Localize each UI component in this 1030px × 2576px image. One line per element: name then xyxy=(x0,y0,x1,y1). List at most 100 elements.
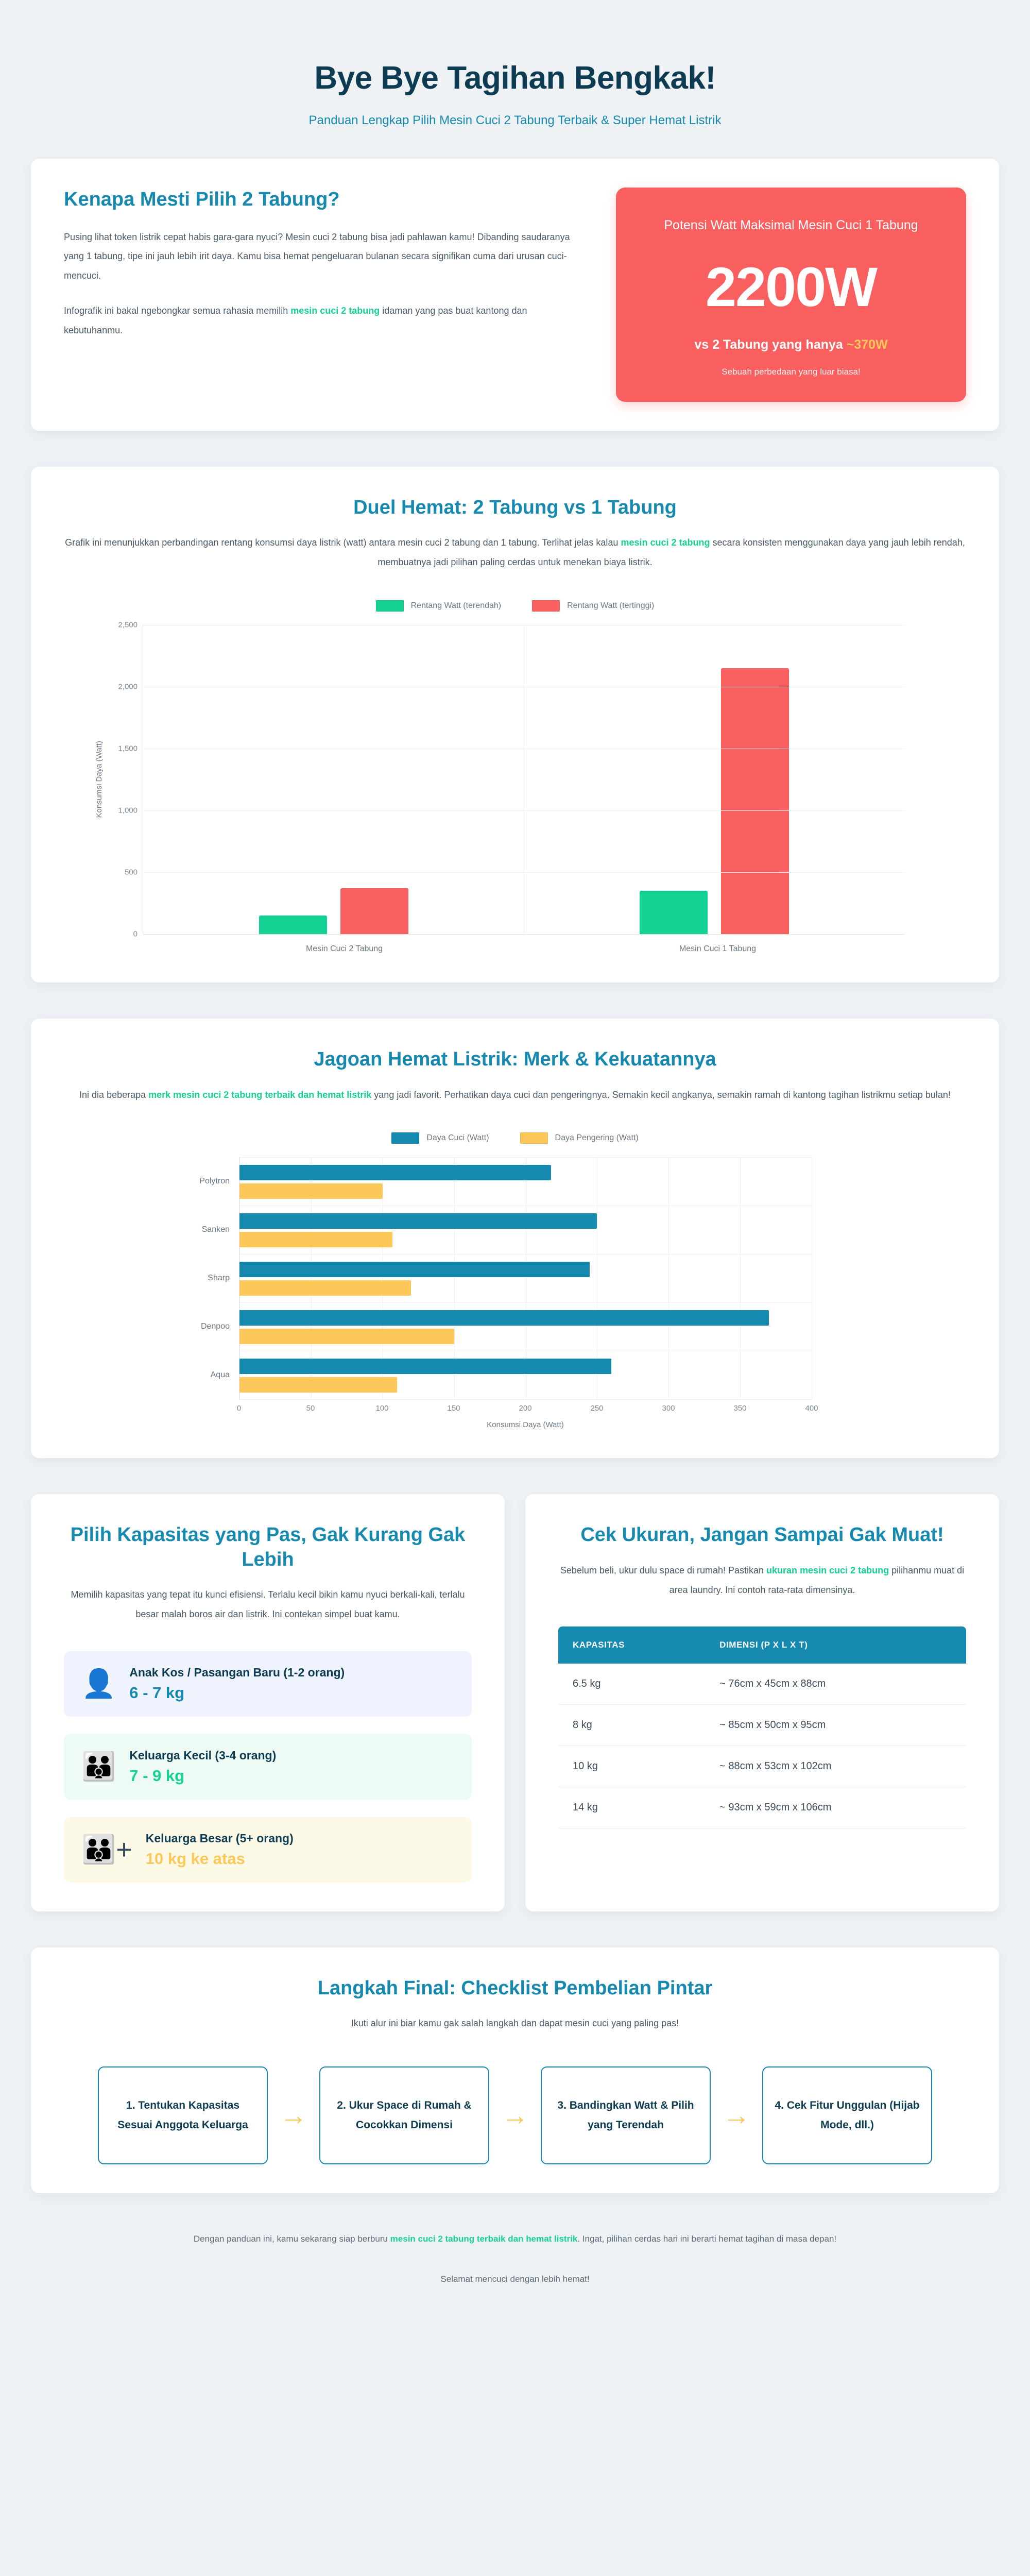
y-axis-tick-label: 2,500 xyxy=(118,620,138,630)
capacity-item-text: Anak Kos / Pasangan Baru (1-2 orang) 6 - … xyxy=(129,1666,345,1702)
table-body: 6.5 kg ~ 76cm x 45cm x 88cm 8 kg ~ 85cm x 5… xyxy=(558,1664,966,1829)
capacity-list-item[interactable]: 👪 Keluarga Kecil (3-4 orang) 7 - 9 kg xyxy=(64,1734,472,1800)
legend-item[interactable]: Daya Cuci (Watt) xyxy=(391,1132,489,1144)
infographic-page: Bye Bye Tagihan Bengkak! Panduan Lengkap… xyxy=(31,60,999,2284)
capacity-list: 👤 Anak Kos / Pasangan Baru (1-2 orang) 6 -… xyxy=(64,1651,472,1883)
footer-l1-highlight: mesin cuci 2 tabung terbaik dan hemat li… xyxy=(390,2234,578,2244)
duel-desc-after: secara konsisten menggunakan daya yang j… xyxy=(377,537,965,568)
capacity-description: Memilih kapasitas yang tepat itu kunci e… xyxy=(71,1589,465,1620)
chart-bar[interactable] xyxy=(239,1328,454,1344)
y-axis-tick-label: 1,500 xyxy=(118,744,138,753)
legend-label: Rentang Watt (tertinggi) xyxy=(567,601,655,611)
checklist-step[interactable]: 2. Ukur Space di Rumah & Cocokkan Dimens… xyxy=(319,2066,489,2165)
stat-compare-amount: ~370W xyxy=(846,337,888,352)
gridline xyxy=(239,1158,240,1400)
checklist-step[interactable]: 4. Cek Fitur Unggulan (Hijab Mode, dll.) xyxy=(762,2066,932,2165)
chart-bar[interactable] xyxy=(239,1358,612,1374)
duel-y-axis-ticks: 0 500 1,000 1,500 2,000 2,500 xyxy=(111,621,143,939)
table-cell: ~ 85cm x 50cm x 95cm xyxy=(705,1704,966,1747)
family-small-icon: 👪 xyxy=(81,1751,116,1783)
footer-line-1: Dengan panduan ini, kamu sekarang siap b… xyxy=(67,2229,963,2248)
checklist-step[interactable]: 1. Tentukan Kapasitas Sesuai Anggota Kel… xyxy=(98,2066,268,2165)
chart-bar[interactable] xyxy=(239,1377,397,1393)
brands-category-labels: Polytron Sanken Sharp Denpoo Aqua xyxy=(177,1157,239,1400)
duel-chart-plot: Konsumsi Daya (Watt) 0 500 1,000 1,500 2,000… xyxy=(64,621,966,939)
capacity-item-name: Keluarga Kecil (3-4 orang) xyxy=(129,1748,277,1762)
x-axis-tick-label: 400 xyxy=(805,1404,818,1413)
dim-desc-before: Sebelum beli, ukur dulu space di rumah! … xyxy=(560,1565,767,1575)
capacity-dimension-row: Pilih Kapasitas yang Pas, Gak Kurang Gak… xyxy=(31,1494,999,1911)
intro-title: Kenapa Mesti Pilih 2 Tabung? xyxy=(64,189,340,211)
table-row: 6.5 kg ~ 76cm x 45cm x 88cm xyxy=(558,1664,966,1705)
checklist-card: Langkah Final: Checklist Pembelian Pinta… xyxy=(31,1947,999,2194)
legend-swatch-icon xyxy=(375,600,404,612)
dim-desc-highlight: ukuran mesin cuci 2 tabung xyxy=(766,1565,889,1575)
legend-swatch-icon xyxy=(532,600,560,612)
duel-bar-groups xyxy=(143,625,904,935)
bar-group xyxy=(239,1206,812,1255)
legend-item[interactable]: Daya Pengering (Watt) xyxy=(520,1132,639,1144)
x-axis-category-label: Mesin Cuci 1 Tabung xyxy=(679,944,757,954)
duel-x-axis-labels: Mesin Cuci 2 Tabung Mesin Cuci 1 Tabung xyxy=(64,934,966,954)
capacity-list-item[interactable]: 👤 Anak Kos / Pasangan Baru (1-2 orang) 6 -… xyxy=(64,1651,472,1717)
checklist-title: Langkah Final: Checklist Pembelian Pinta… xyxy=(317,1977,713,1999)
chart-bar[interactable] xyxy=(639,891,708,935)
bar-group xyxy=(143,625,524,935)
y-axis-category-label: Sanken xyxy=(201,1225,230,1234)
chart-bar[interactable] xyxy=(239,1280,411,1296)
chart-bar[interactable] xyxy=(239,1261,590,1277)
x-axis-tick-label: 100 xyxy=(375,1404,389,1413)
table-cell: 10 kg xyxy=(558,1745,706,1788)
dimensions-title: Cek Ukuran, Jangan Sampai Gak Muat! xyxy=(580,1524,944,1546)
chart-bar[interactable] xyxy=(239,1183,383,1199)
dimensions-card: Cek Ukuran, Jangan Sampai Gak Muat! Sebe… xyxy=(525,1494,999,1911)
checklist-description: Ikuti alur ini biar kamu gak salah langk… xyxy=(351,2018,679,2029)
capacity-list-item[interactable]: 👪+ Keluarga Besar (5+ orang) 10 kg ke atas xyxy=(64,1817,472,1883)
brands-title: Jagoan Hemat Listrik: Merk & Kekuatannya xyxy=(314,1048,716,1071)
duel-description: Grafik ini menunjukkan perbandingan rent… xyxy=(64,533,966,572)
chart-bar[interactable] xyxy=(259,916,327,935)
stat-note: Sebuah perbedaan yang luar biasa! xyxy=(722,366,861,377)
y-axis-tick-label: 500 xyxy=(124,868,138,877)
brands-desc-highlight: merk mesin cuci 2 tabung terbaik dan hem… xyxy=(148,1089,372,1100)
table-cell: 8 kg xyxy=(558,1704,706,1747)
legend-swatch-icon xyxy=(391,1132,420,1144)
checklist-step[interactable]: 3. Bandingkan Watt & Pilih yang Terendah xyxy=(541,2066,711,2165)
page-title: Bye Bye Tagihan Bengkak! xyxy=(314,60,716,96)
chart-bar[interactable] xyxy=(340,888,408,935)
person-icon: 👤 xyxy=(81,1668,116,1700)
brands-desc-before: Ini dia beberapa xyxy=(79,1089,149,1100)
table-cell: ~ 93cm x 59cm x 106cm xyxy=(705,1787,966,1829)
chart-bar[interactable] xyxy=(239,1310,769,1326)
page-subtitle: Panduan Lengkap Pilih Mesin Cuci 2 Tabun… xyxy=(308,113,722,128)
chart-bar[interactable] xyxy=(239,1231,393,1247)
capacity-item-text: Keluarga Besar (5+ orang) 10 kg ke atas xyxy=(146,1832,294,1868)
capacity-item-name: Keluarga Besar (5+ orang) xyxy=(145,1831,294,1845)
capacity-item-weight: 10 kg ke atas xyxy=(145,1849,245,1868)
table-cell: ~ 76cm x 45cm x 88cm xyxy=(705,1664,966,1705)
capacity-item-weight: 6 - 7 kg xyxy=(129,1683,185,1702)
legend-swatch-icon xyxy=(520,1132,548,1144)
gridline xyxy=(143,872,904,873)
legend-item[interactable]: Rentang Watt (tertinggi) xyxy=(532,600,654,612)
intro-paragraph-2: Infografik ini bakal ngebongkar semua ra… xyxy=(64,301,587,341)
y-axis-tick-label: 2,000 xyxy=(118,682,138,691)
chart-bar[interactable] xyxy=(239,1213,597,1229)
dim-desc-after: pilihanmu muat di area laundry. Ini cont… xyxy=(669,1565,965,1595)
table-cell: 14 kg xyxy=(558,1787,706,1829)
y-axis-tick-label: 0 xyxy=(133,929,138,939)
brands-plot-area xyxy=(239,1157,812,1400)
arrow-right-icon: → xyxy=(723,2100,750,2131)
duel-chart-card: Duel Hemat: 2 Tabung vs 1 Tabung Grafik … xyxy=(31,466,999,983)
legend-item[interactable]: Rentang Watt (terendah) xyxy=(375,600,501,612)
footer-l1-after: . Ingat, pilihan cerdas hari ini berarti… xyxy=(577,2234,837,2244)
bar-group xyxy=(524,625,904,935)
dimensions-description: Sebelum beli, ukur dulu space di rumah! … xyxy=(558,1561,966,1600)
intro-p2-highlight: mesin cuci 2 tabung xyxy=(290,306,380,316)
chart-bar[interactable] xyxy=(720,668,789,935)
capacity-item-text: Keluarga Kecil (3-4 orang) 7 - 9 kg xyxy=(129,1749,276,1785)
intro-paragraph-1: Pusing lihat token listrik cepat habis g… xyxy=(64,231,570,281)
chart-bar[interactable] xyxy=(239,1164,552,1180)
stat-label: Potensi Watt Maksimal Mesin Cuci 1 Tabun… xyxy=(664,218,918,233)
capacity-title: Pilih Kapasitas yang Pas, Gak Kurang Gak… xyxy=(70,1524,466,1570)
